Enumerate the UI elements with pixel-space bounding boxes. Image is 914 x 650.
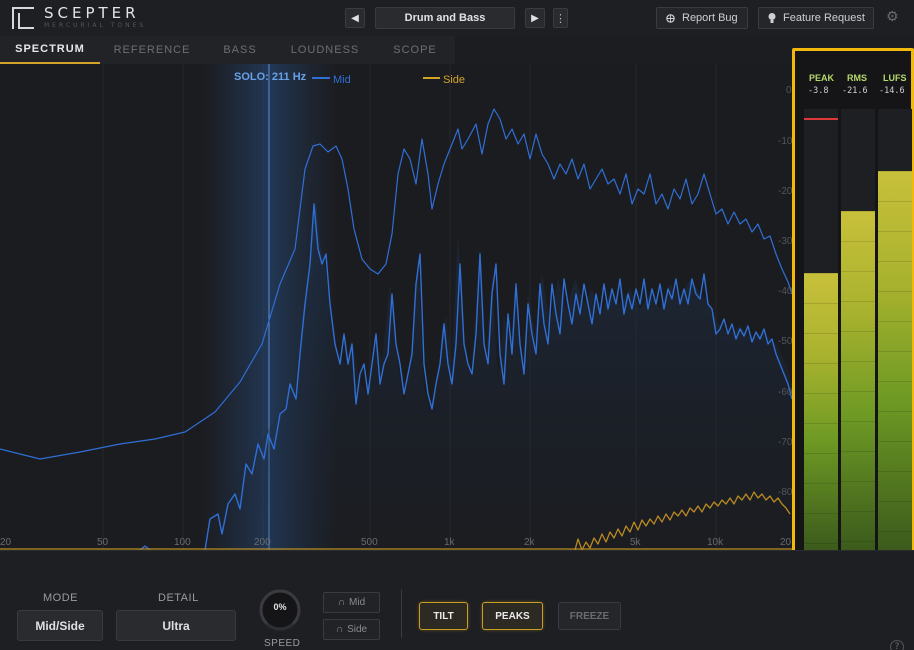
triangle-right-icon: ▶ <box>531 12 539 24</box>
freq-label: 5k <box>630 537 642 548</box>
tab-loudness[interactable]: LOUDNESS <box>290 44 360 56</box>
peak-hold-marker <box>804 117 838 120</box>
mid-legend-label: Mid <box>333 74 351 86</box>
detail-select[interactable]: Ultra <box>116 610 236 641</box>
rms-meter-fill <box>841 210 875 551</box>
speed-label: SPEED <box>264 638 301 649</box>
feature-request-label: Feature Request <box>783 12 865 24</box>
peak-meter-value: -3.8 <box>808 86 829 96</box>
freq-label: 100 <box>174 537 191 548</box>
tilt-toggle[interactable]: TILT <box>419 602 468 630</box>
listen-mid-label: Mid <box>349 597 366 608</box>
mode-label: MODE <box>43 592 78 604</box>
listen-side-button[interactable]: ∩ Side <box>323 619 380 640</box>
peak-meter-bar <box>804 109 838 551</box>
next-preset-button[interactable]: ▶ <box>525 8 545 28</box>
lufs-meter-value: -14.6 <box>879 86 905 96</box>
tab-spectrum[interactable]: SPECTRUM <box>0 36 100 64</box>
db-label: -40 <box>778 286 792 297</box>
speed-knob[interactable] <box>258 588 302 632</box>
spectrum-display[interactable]: SOLO: 211 Hz Mid Side 20 50 100 200 500 … <box>0 64 792 550</box>
frequency-axis-labels: 20 50 100 200 500 1k 2k 5k 10k 20 <box>0 537 792 548</box>
mid-envelope-curve <box>0 108 792 460</box>
lightbulb-icon <box>768 13 776 23</box>
report-bug-label: Report Bug <box>682 12 738 24</box>
db-label: -20 <box>778 186 792 197</box>
db-label: 0 <box>786 85 792 96</box>
app-title: SCEPTER <box>44 4 140 22</box>
peak-meter-label: PEAK <box>809 73 835 83</box>
speed-value: 0% <box>273 602 287 612</box>
previous-preset-button[interactable]: ◀ <box>345 8 365 28</box>
detail-label: DETAIL <box>158 592 199 604</box>
db-axis-labels: 0 -10 -20 -30 -40 -50 -60 -70 -80 <box>778 85 792 498</box>
freq-label: 20 <box>780 537 792 548</box>
listen-mid-button[interactable]: ∩ Mid <box>323 592 380 613</box>
freq-label: 20 <box>0 537 12 548</box>
side-legend-label: Side <box>443 74 465 86</box>
db-label: -30 <box>778 236 792 247</box>
freq-label: 500 <box>361 537 378 548</box>
top-bar: SCEPTER MERCURIAL TONES ◀ Drum and Bass … <box>0 0 914 36</box>
bug-icon <box>666 13 675 23</box>
app-subtitle: MERCURIAL TONES <box>44 22 147 29</box>
preset-menu-button[interactable]: ⋮ <box>553 8 568 28</box>
lufs-meter-label: LUFS <box>883 73 907 83</box>
peak-meter-fill <box>804 272 838 551</box>
rms-meter-label: RMS <box>847 73 867 83</box>
freq-label: 50 <box>97 537 109 548</box>
report-bug-button[interactable]: Report Bug <box>656 7 748 29</box>
listen-side-label: Side <box>347 624 368 635</box>
gear-icon[interactable]: ⚙ <box>886 9 899 25</box>
db-label: -10 <box>778 136 792 147</box>
more-vertical-icon: ⋮ <box>555 11 566 25</box>
tab-bass[interactable]: BASS <box>223 44 257 56</box>
feature-request-button[interactable]: Feature Request <box>758 7 874 29</box>
view-tabs: SPECTRUM REFERENCE BASS LOUDNESS SCOPE <box>0 36 455 64</box>
mid-spectrum-fill <box>205 199 792 550</box>
control-divider <box>401 590 402 638</box>
freq-label: 10k <box>707 537 724 548</box>
mode-select[interactable]: Mid/Side <box>17 610 103 641</box>
db-label: -70 <box>778 437 792 448</box>
peaks-toggle[interactable]: PEAKS <box>482 602 543 630</box>
preset-name[interactable]: Drum and Bass <box>375 7 515 29</box>
db-label: -50 <box>778 336 792 347</box>
solo-label: SOLO: 211 Hz <box>234 71 307 83</box>
logo-icon <box>12 7 34 29</box>
freq-label: 1k <box>444 537 456 548</box>
help-icon[interactable]: ? <box>890 640 904 650</box>
freq-label: 2k <box>524 537 536 548</box>
lufs-meter-fill <box>878 170 912 551</box>
rms-meter-bar <box>841 109 875 551</box>
level-meter-panel: PEAK -3.8 RMS -21.6 LUFS -14.6 <box>792 48 914 572</box>
tab-scope[interactable]: SCOPE <box>393 44 437 56</box>
tab-reference[interactable]: REFERENCE <box>113 44 191 56</box>
db-label: -60 <box>778 387 792 398</box>
lufs-meter-bar <box>878 109 912 551</box>
headphones-icon: ∩ <box>337 597 346 608</box>
freeze-toggle[interactable]: FREEZE <box>558 602 621 630</box>
db-label: -80 <box>778 487 792 498</box>
headphones-icon: ∩ <box>335 624 344 635</box>
side-spectrum-curve <box>574 491 791 550</box>
freq-label: 200 <box>254 537 271 548</box>
rms-meter-value: -21.6 <box>842 86 868 96</box>
spectrum-graph: SOLO: 211 Hz Mid Side 20 50 100 200 500 … <box>0 64 792 550</box>
triangle-left-icon: ◀ <box>351 12 359 24</box>
